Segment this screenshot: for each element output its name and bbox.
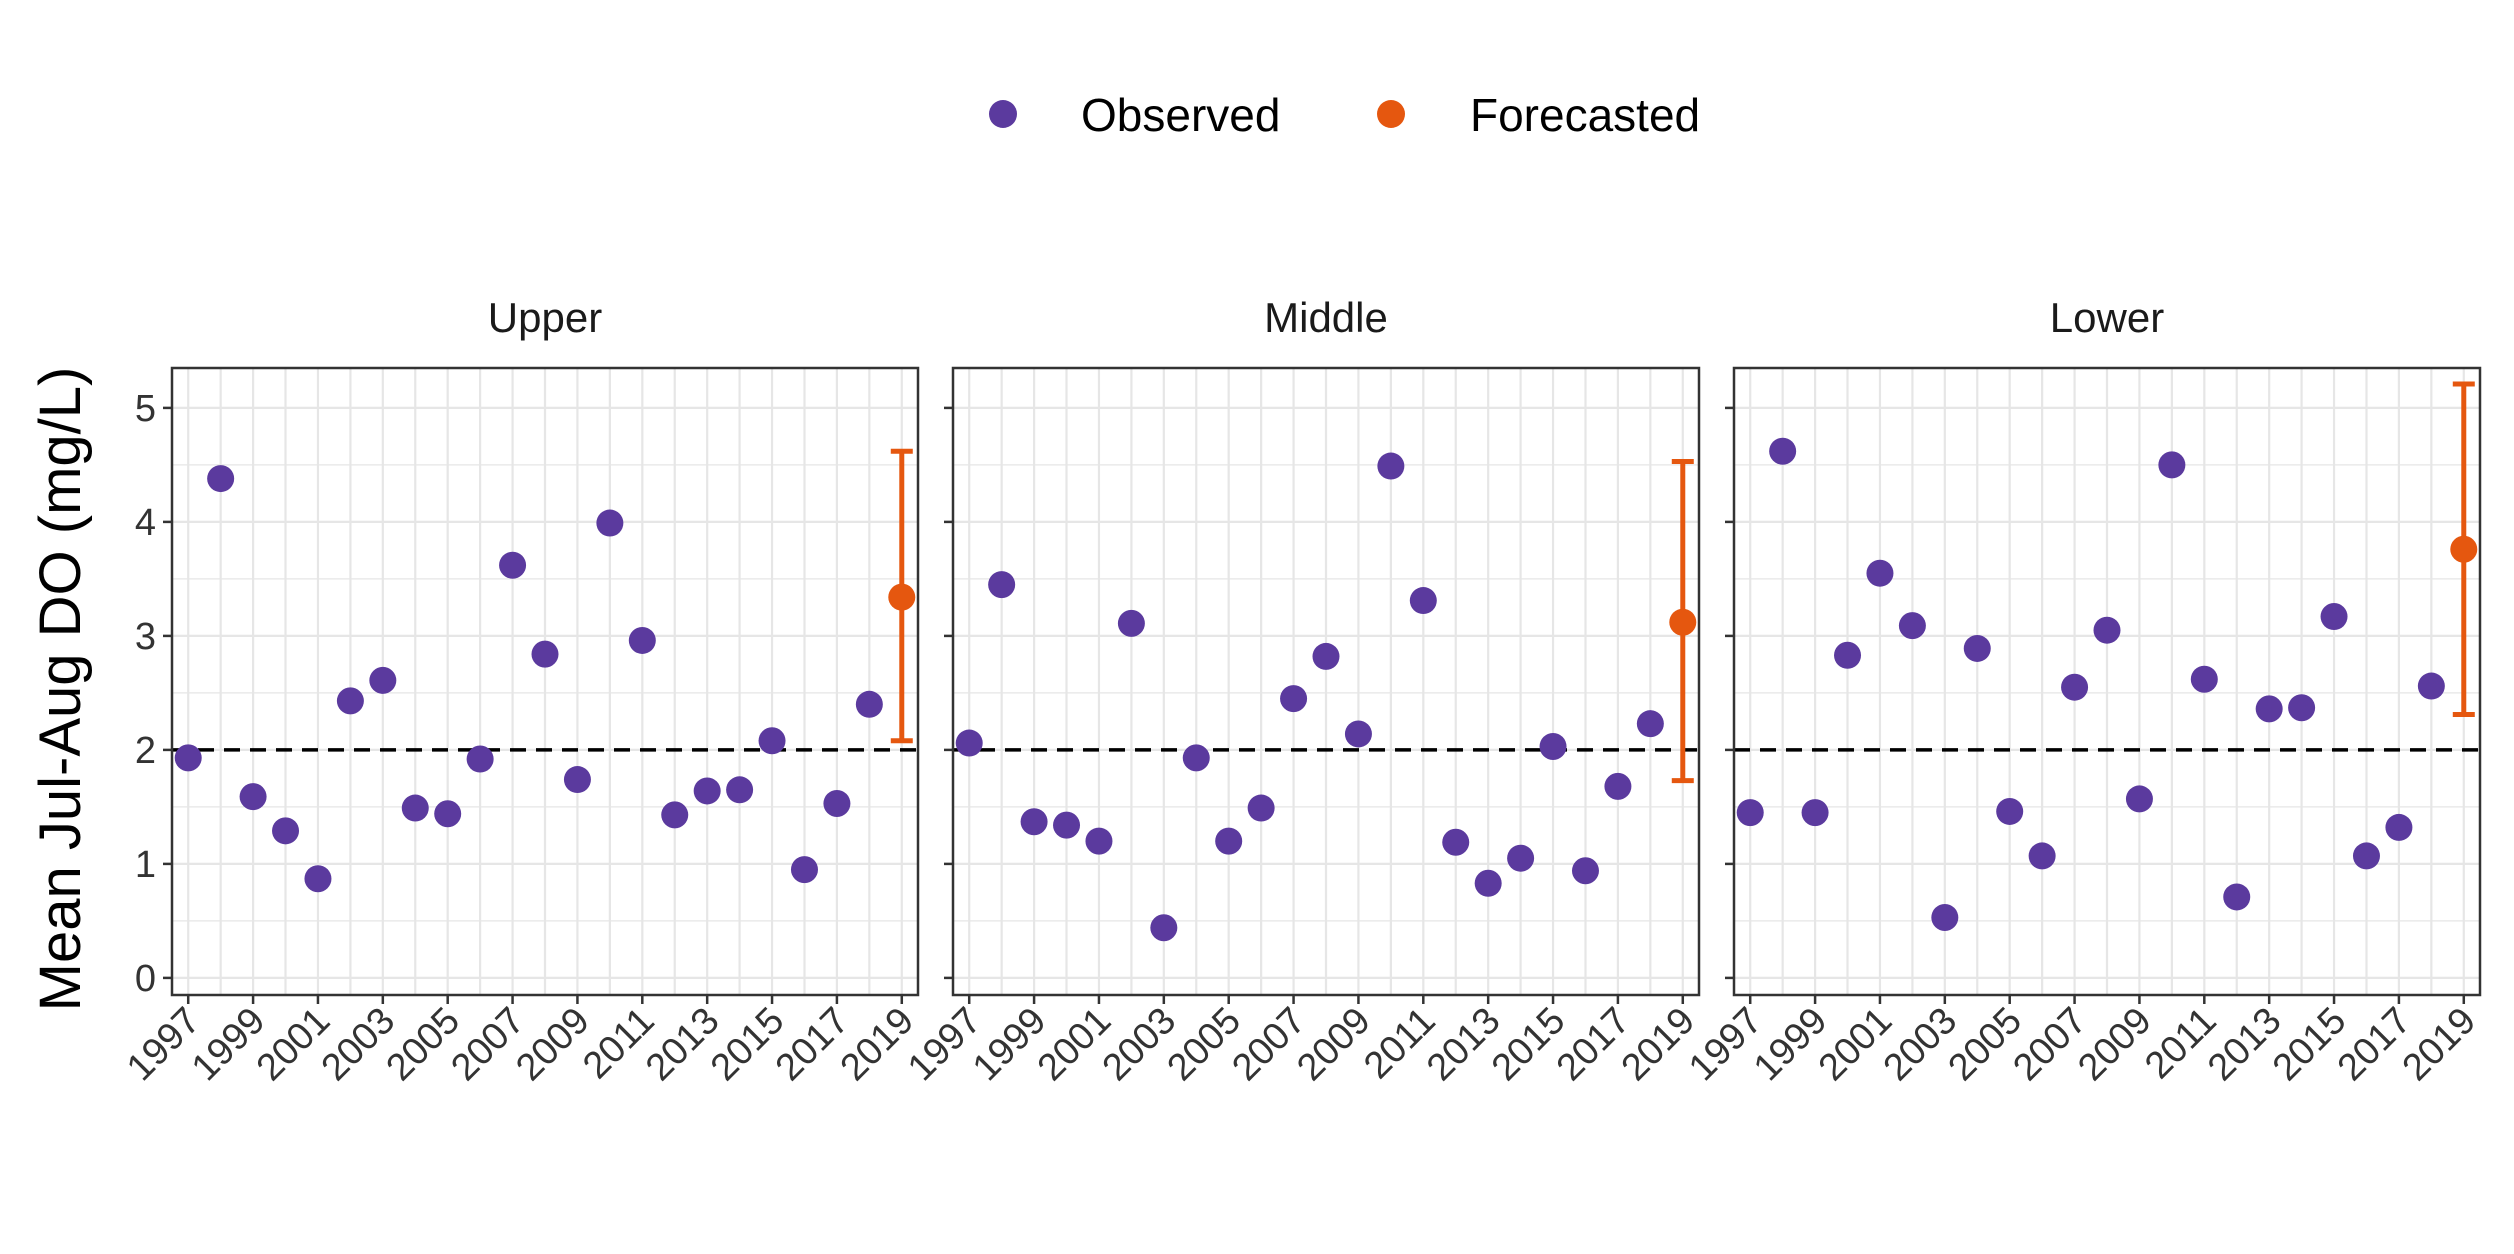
forecast-point-lower	[2450, 535, 2478, 563]
observed-point-middle-2000	[1053, 811, 1081, 839]
y-axis-title: Mean Jul-Aug DO (mg/L)	[28, 367, 93, 1012]
panel-border	[951, 366, 1701, 997]
observed-point-lower-2005	[1996, 797, 2024, 825]
observed-point-upper-2006	[466, 745, 494, 773]
panels: 0 1 2 3 4 5 1997199920012003200520072009201120…	[119, 366, 2484, 1089]
observed-point-lower-2011	[2190, 665, 2218, 693]
observed-point-upper-2008	[531, 640, 559, 668]
observed-point-middle-2005	[1215, 827, 1243, 855]
legend-forecasted-marker	[1377, 100, 1405, 128]
observed-point-lower-1997	[1736, 799, 1764, 827]
observed-point-middle-2006	[1247, 794, 1275, 822]
y-tick-label-4: 4	[135, 502, 156, 544]
observed-point-middle-2003	[1150, 914, 1178, 942]
observed-point-upper-2018	[855, 690, 883, 718]
observed-point-lower-2008	[2093, 616, 2121, 644]
facet-title-upper: Upper	[488, 294, 602, 341]
observed-point-upper-1999	[239, 783, 267, 811]
legend-observed-label: Observed	[1081, 89, 1280, 141]
observed-point-upper-2009	[563, 766, 591, 794]
observed-point-lower-2007	[2061, 673, 2089, 701]
observed-point-upper-2003	[369, 666, 397, 694]
observed-point-middle-2009	[1344, 720, 1372, 748]
observed-point-lower-2001	[1866, 559, 1894, 587]
observed-point-middle-1997	[955, 729, 983, 757]
observed-point-upper-2015	[758, 727, 786, 755]
observed-point-middle-1998	[988, 571, 1016, 599]
observed-point-lower-2009	[2125, 785, 2153, 813]
observed-point-upper-2013	[693, 777, 721, 805]
legend: Observed Forecasted	[989, 89, 1700, 141]
observed-point-upper-2010	[596, 509, 624, 537]
observed-point-middle-2017	[1604, 772, 1632, 800]
facet-title-middle: Middle	[1264, 294, 1388, 341]
observed-point-lower-2003	[1931, 903, 1959, 931]
y-tick-label-3: 3	[135, 616, 156, 658]
observed-point-middle-2011	[1409, 587, 1437, 615]
observed-point-middle-2001	[1085, 827, 1113, 855]
observed-point-upper-2005	[434, 800, 462, 828]
panel-middle: 1997199920012003200520072009201120132015…	[900, 366, 1703, 1089]
legend-forecasted-label: Forecasted	[1470, 89, 1700, 141]
observed-point-middle-2004	[1182, 744, 1210, 772]
observed-point-lower-2002	[1898, 612, 1926, 640]
observed-point-upper-2011	[628, 626, 656, 654]
forecast-point-middle	[1669, 608, 1697, 636]
observed-point-lower-2012	[2223, 883, 2251, 911]
y-tick-label-1: 1	[135, 844, 156, 886]
observed-point-middle-2014	[1507, 844, 1535, 872]
y-tick-label-0: 0	[135, 958, 156, 1000]
observed-point-lower-2013	[2255, 695, 2283, 723]
observed-point-middle-2015	[1539, 732, 1567, 760]
observed-point-lower-2015	[2320, 603, 2348, 631]
panel-lower: 1997199920012003200520072009201120132015…	[1681, 366, 2484, 1089]
forecast-point-upper	[888, 583, 916, 611]
facet-title-lower: Lower	[2050, 294, 2164, 341]
observed-point-middle-2013	[1474, 869, 1502, 897]
observed-point-lower-2010	[2158, 451, 2186, 479]
observed-point-upper-1998	[207, 465, 235, 493]
observed-point-upper-2014	[726, 776, 754, 804]
observed-point-middle-2016	[1571, 857, 1599, 885]
observed-point-lower-2004	[1963, 634, 1991, 662]
observed-point-lower-2017	[2385, 813, 2413, 841]
panel-border	[170, 366, 920, 997]
observed-point-lower-2014	[2288, 694, 2316, 722]
observed-point-lower-2018	[2417, 672, 2445, 700]
observed-point-upper-2001	[304, 865, 332, 893]
observed-point-upper-1997	[174, 744, 202, 772]
observed-point-lower-2006	[2028, 842, 2056, 870]
observed-point-upper-2002	[336, 687, 364, 715]
observed-point-upper-2016	[790, 856, 818, 884]
y-tick-label-5: 5	[135, 388, 156, 430]
observed-point-middle-2007	[1280, 685, 1308, 713]
observed-point-middle-1999	[1020, 808, 1048, 836]
observed-point-middle-2008	[1312, 642, 1340, 670]
observed-point-lower-1999	[1801, 799, 1829, 827]
observed-point-lower-2016	[2352, 842, 2380, 870]
observed-point-lower-1998	[1769, 437, 1797, 465]
observed-point-upper-2017	[823, 789, 851, 817]
y-tick-label-2: 2	[135, 730, 156, 772]
observed-point-upper-2000	[272, 817, 300, 845]
observed-point-upper-2004	[401, 794, 429, 822]
observed-point-middle-2012	[1442, 828, 1470, 856]
observed-point-middle-2018	[1636, 710, 1664, 738]
observed-point-middle-2010	[1377, 452, 1405, 480]
observed-point-upper-2012	[661, 801, 689, 829]
observed-point-middle-2002	[1117, 609, 1145, 637]
observed-point-lower-2000	[1834, 641, 1862, 669]
panel-upper: 0123451997199920012003200520072009201120…	[119, 366, 922, 1089]
panel-border	[1732, 366, 2482, 997]
observed-point-upper-2007	[499, 551, 527, 579]
legend-observed-marker	[989, 100, 1017, 128]
